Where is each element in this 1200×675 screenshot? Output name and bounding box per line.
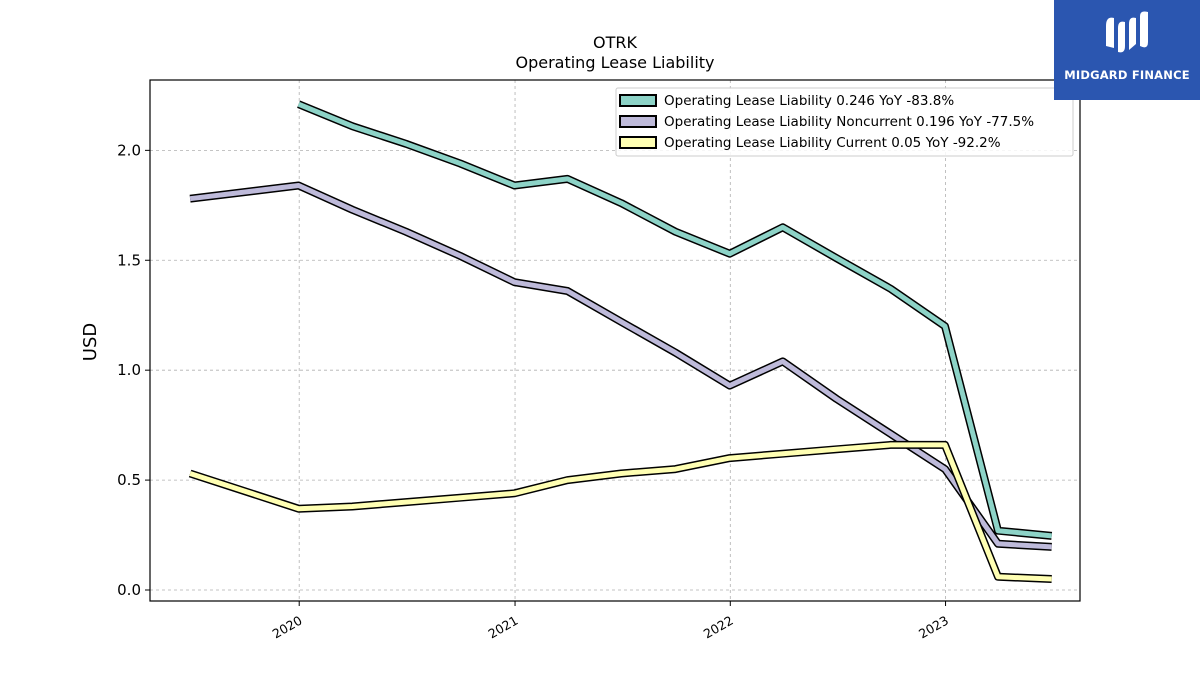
logo-mark-icon — [1106, 11, 1148, 53]
plot-frame — [149, 79, 1081, 602]
legend-swatch — [619, 136, 657, 149]
legend-box — [615, 87, 1074, 157]
x-tick-label: 2023 — [916, 613, 951, 642]
series-lines — [188, 100, 1053, 583]
series-line-3 — [189, 442, 1052, 582]
x-tick-label: 2020 — [270, 613, 305, 642]
y-axis-label: USD — [80, 323, 101, 361]
legend-label: Operating Lease Liability 0.246 YoY -83.… — [664, 93, 954, 109]
y-tick-label: 0.5 — [117, 471, 141, 489]
y-tick-label: 1.5 — [117, 251, 141, 269]
series-line-outline — [188, 440, 1052, 583]
y-tick-label: 2.0 — [117, 141, 141, 159]
x-tick-label: 2021 — [485, 613, 520, 642]
chart-subtitle: Operating Lease Liability — [515, 53, 714, 72]
legend-swatch — [619, 94, 657, 107]
legend: Operating Lease Liability 0.246 YoY -83.… — [615, 87, 1074, 157]
series-line-1 — [297, 101, 1052, 539]
legend-swatch — [619, 115, 657, 128]
series-line-outline — [189, 181, 1052, 551]
grid — [150, 80, 1080, 601]
chart-title: OTRK — [593, 33, 637, 52]
y-tick-label: 1.0 — [117, 361, 141, 379]
legend-label: Operating Lease Liability Noncurrent 0.1… — [664, 114, 1034, 130]
y-tick-label: 0.0 — [117, 581, 141, 599]
x-tick-label: 2022 — [701, 613, 736, 642]
brand-name: MIDGARD FINANCE — [1064, 68, 1190, 82]
legend-label: Operating Lease Liability Current 0.05 Y… — [664, 135, 1001, 151]
brand-logo: MIDGARD FINANCE — [1054, 0, 1200, 100]
series-line-2 — [189, 183, 1052, 550]
